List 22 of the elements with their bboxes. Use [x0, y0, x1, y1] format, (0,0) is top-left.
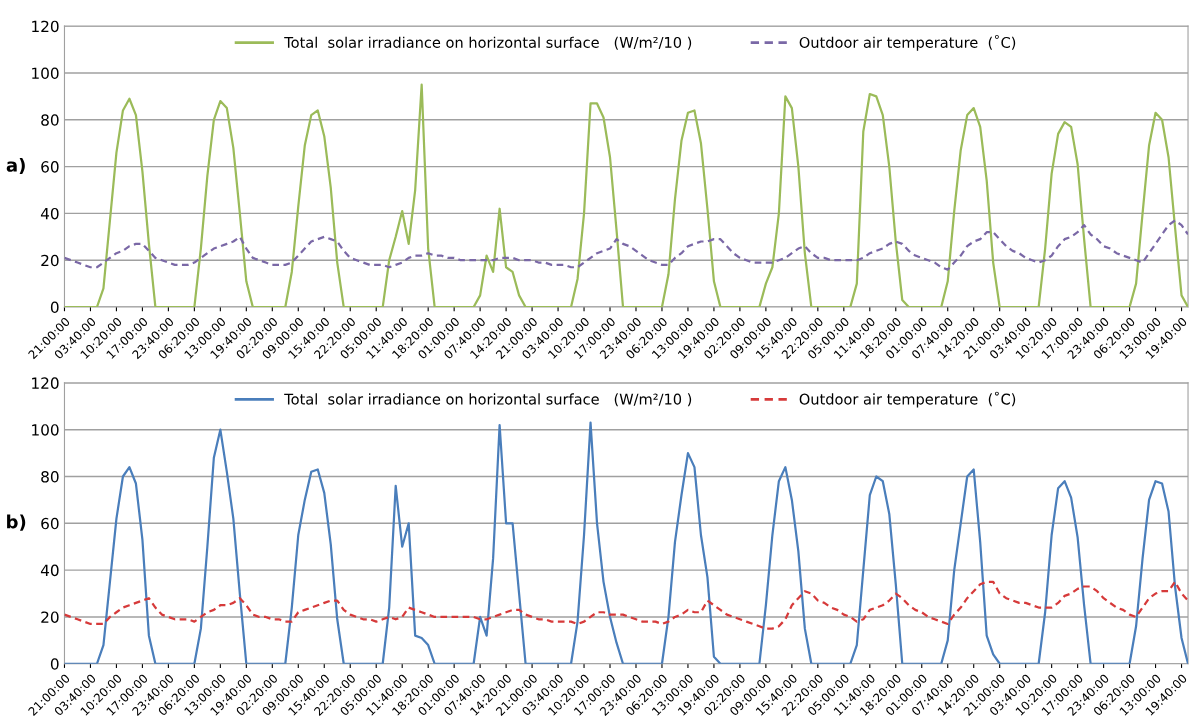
- y-tick-label: 100: [32, 424, 59, 436]
- y-tick-label: 40: [40, 564, 59, 577]
- text: a): [6, 157, 25, 174]
- y-tick-label: 80: [41, 114, 59, 126]
- y-tick-label: 60: [41, 517, 59, 530]
- y-tick-label: 100: [32, 67, 59, 80]
- y-tick-label: 0: [50, 658, 59, 670]
- legend-label: Total solar irradiance on horizontal surface (W/m²/10 ): [284, 36, 692, 50]
- y-tick-label: 60: [41, 161, 59, 173]
- legend-label: Outdoor air temperature (˚C): [799, 34, 1016, 51]
- line-series: [64, 580, 1189, 630]
- y-tick-label: 0: [50, 301, 59, 314]
- legend-label: Total solar irradiance on horizontal surface (W/m²/10 ): [284, 393, 692, 407]
- y-tick-label: 20: [41, 254, 59, 267]
- y-tick-label: 40: [40, 207, 59, 220]
- y-tick-label: 120: [32, 377, 59, 389]
- y-tick-label: 20: [41, 611, 59, 623]
- legend-label: Outdoor air temperature (˚C): [799, 391, 1016, 408]
- y-tick-label: 120: [32, 20, 59, 33]
- text: b): [7, 514, 26, 531]
- y-tick-label: 80: [41, 470, 59, 483]
- line-series: [64, 219, 1189, 271]
